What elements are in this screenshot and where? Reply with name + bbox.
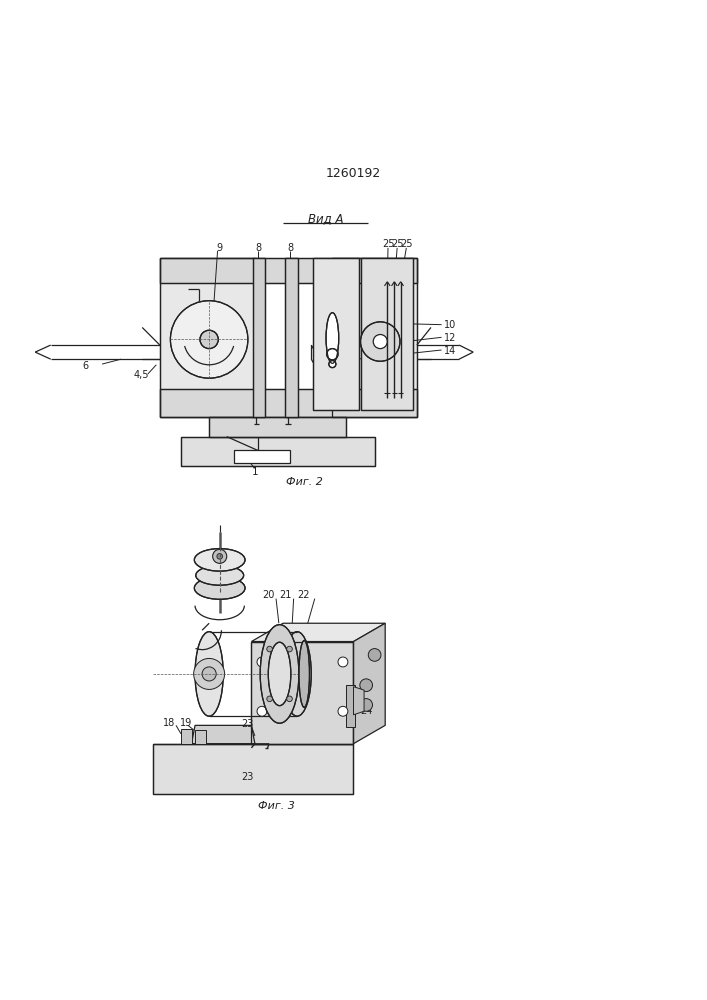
Circle shape: [338, 657, 348, 667]
Circle shape: [327, 349, 338, 360]
Circle shape: [329, 361, 336, 368]
Circle shape: [267, 646, 272, 652]
Bar: [209, 417, 346, 437]
Text: 8: 8: [255, 243, 262, 253]
Ellipse shape: [268, 642, 291, 706]
Text: 25: 25: [382, 239, 395, 249]
Text: 9: 9: [216, 243, 222, 253]
Circle shape: [360, 699, 373, 711]
Circle shape: [368, 649, 381, 661]
Circle shape: [202, 667, 216, 681]
Bar: [153, 744, 354, 794]
Bar: [252, 642, 354, 744]
Circle shape: [287, 696, 292, 702]
Polygon shape: [354, 687, 364, 715]
Bar: [285, 258, 298, 417]
Text: 6: 6: [83, 361, 88, 371]
Text: 20: 20: [262, 590, 274, 600]
Ellipse shape: [194, 549, 245, 571]
Bar: [253, 258, 265, 417]
Text: 10: 10: [443, 320, 456, 330]
Text: 14: 14: [443, 346, 456, 356]
Bar: [160, 389, 417, 417]
Circle shape: [257, 706, 267, 716]
Ellipse shape: [283, 632, 311, 716]
Bar: [346, 685, 355, 727]
Bar: [209, 417, 346, 437]
Text: 21: 21: [279, 590, 292, 600]
Text: 8: 8: [287, 243, 293, 253]
Bar: [160, 389, 417, 417]
Ellipse shape: [299, 640, 310, 707]
Circle shape: [338, 706, 348, 716]
Circle shape: [200, 330, 218, 349]
Ellipse shape: [196, 565, 244, 585]
Text: 23: 23: [242, 772, 254, 782]
Bar: [160, 258, 255, 417]
Text: 1: 1: [252, 467, 258, 477]
Text: 25: 25: [400, 239, 413, 249]
Circle shape: [194, 658, 225, 689]
Bar: [160, 258, 417, 283]
Text: 23: 23: [241, 719, 253, 729]
Bar: [313, 258, 359, 410]
Text: Фиг. 2: Фиг. 2: [286, 477, 322, 487]
Circle shape: [361, 322, 400, 361]
Bar: [313, 258, 359, 410]
Circle shape: [360, 679, 373, 692]
Bar: [252, 642, 354, 744]
Text: 1260192: 1260192: [326, 167, 381, 180]
Text: 24: 24: [361, 706, 373, 716]
Text: 19: 19: [180, 718, 192, 728]
Circle shape: [373, 335, 387, 349]
Polygon shape: [195, 730, 206, 744]
Polygon shape: [252, 623, 385, 642]
Text: Вид A: Вид A: [308, 212, 343, 225]
Bar: [234, 450, 290, 463]
Bar: [181, 437, 375, 466]
Text: 12: 12: [443, 333, 456, 343]
Text: 18: 18: [163, 718, 175, 728]
Bar: [332, 258, 417, 417]
Bar: [160, 258, 255, 417]
Circle shape: [213, 549, 227, 563]
Text: 4,5: 4,5: [134, 370, 149, 380]
Text: 25: 25: [391, 239, 404, 249]
Bar: [332, 258, 417, 417]
Circle shape: [287, 646, 292, 652]
Bar: [285, 258, 298, 417]
Bar: [361, 258, 414, 410]
Circle shape: [267, 696, 272, 702]
Ellipse shape: [260, 625, 299, 723]
Bar: [361, 258, 414, 410]
Bar: [181, 437, 375, 466]
Text: 22: 22: [297, 590, 310, 600]
Bar: [253, 258, 265, 417]
Text: Фиг. 3: Фиг. 3: [257, 801, 295, 811]
Circle shape: [257, 657, 267, 667]
Circle shape: [217, 554, 223, 559]
Ellipse shape: [195, 632, 223, 716]
Bar: [153, 744, 354, 794]
Bar: [160, 258, 417, 283]
Polygon shape: [181, 729, 192, 744]
Ellipse shape: [326, 313, 339, 363]
Polygon shape: [192, 725, 255, 744]
Circle shape: [170, 301, 248, 378]
Ellipse shape: [194, 577, 245, 599]
Polygon shape: [354, 623, 385, 744]
